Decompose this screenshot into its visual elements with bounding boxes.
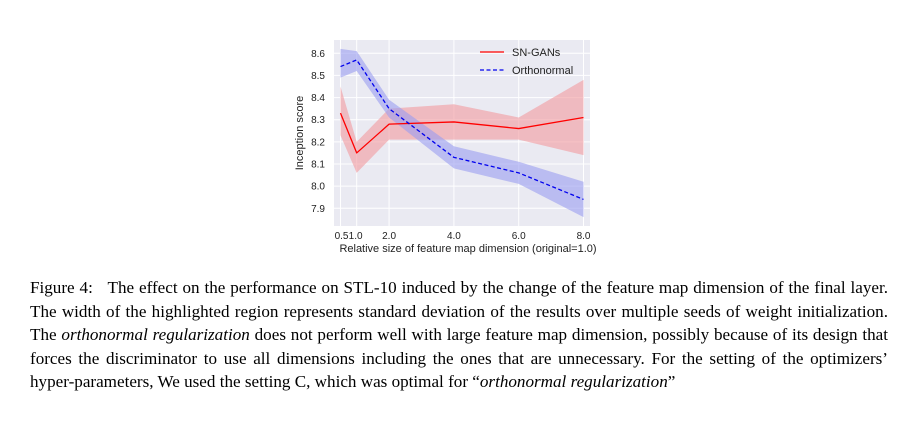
- caption-emphasis-1: orthonormal regularization: [61, 325, 250, 345]
- caption-emphasis-2: orthonormal regularization: [479, 372, 668, 392]
- y-tick-label-0: 7.9: [311, 204, 325, 215]
- x-tick-label-1: 1.0: [349, 231, 363, 242]
- figure: 7.9 8.0 8.1 8.2 8.3 8.4 8.5 8.6 0.5 1.0 2.0 4.0 6.0 8…: [294, 40, 597, 255]
- series-line-orthonormal: [340, 59, 584, 201]
- x-tick-label-2: 2.0: [382, 231, 396, 242]
- y-tick-label-2: 8.1: [311, 160, 325, 171]
- x-tick-label-5: 8.0: [577, 231, 591, 242]
- y-tick-label-1: 8.0: [311, 182, 325, 193]
- figure-caption: Figure 4: The effect on the performance …: [30, 276, 888, 394]
- y-tick-label-6: 8.5: [311, 71, 325, 82]
- x-tick-label-0: 0.5: [335, 231, 349, 242]
- x-tick-label-4: 6.0: [512, 231, 526, 242]
- caption-label: Figure 4:: [30, 278, 93, 297]
- x-axis-label: Relative size of feature map dimension (…: [339, 243, 596, 255]
- y-tick-label-3: 8.2: [311, 137, 325, 148]
- caption-label-spacer: [93, 278, 108, 297]
- legend-label-orthonormal: Orthonormal: [512, 65, 573, 77]
- series-line-sn-gans: [339, 112, 584, 154]
- y-tick-label-7: 8.6: [311, 49, 325, 60]
- y-axis-label: Inception score: [294, 96, 306, 171]
- caption-text-part-2: does not perform well with large feature…: [30, 325, 888, 392]
- caption-text-part-1: The effect on the performance on STL-10 …: [30, 278, 889, 345]
- y-tick-label-4: 8.3: [311, 115, 325, 126]
- caption-text-part-3: ”: [667, 372, 676, 392]
- line-chart: 7.9 8.0 8.1 8.2 8.3 8.4 8.5 8.6 0.5 1.0 2.0 4.0 6.0 8…: [294, 40, 597, 255]
- y-tick-label-5: 8.4: [311, 93, 325, 104]
- x-tick-label-3: 4.0: [447, 231, 461, 242]
- std-band-sn-gans: [340, 79, 584, 173]
- legend-label-sn-gans: SN-GANs: [512, 47, 561, 59]
